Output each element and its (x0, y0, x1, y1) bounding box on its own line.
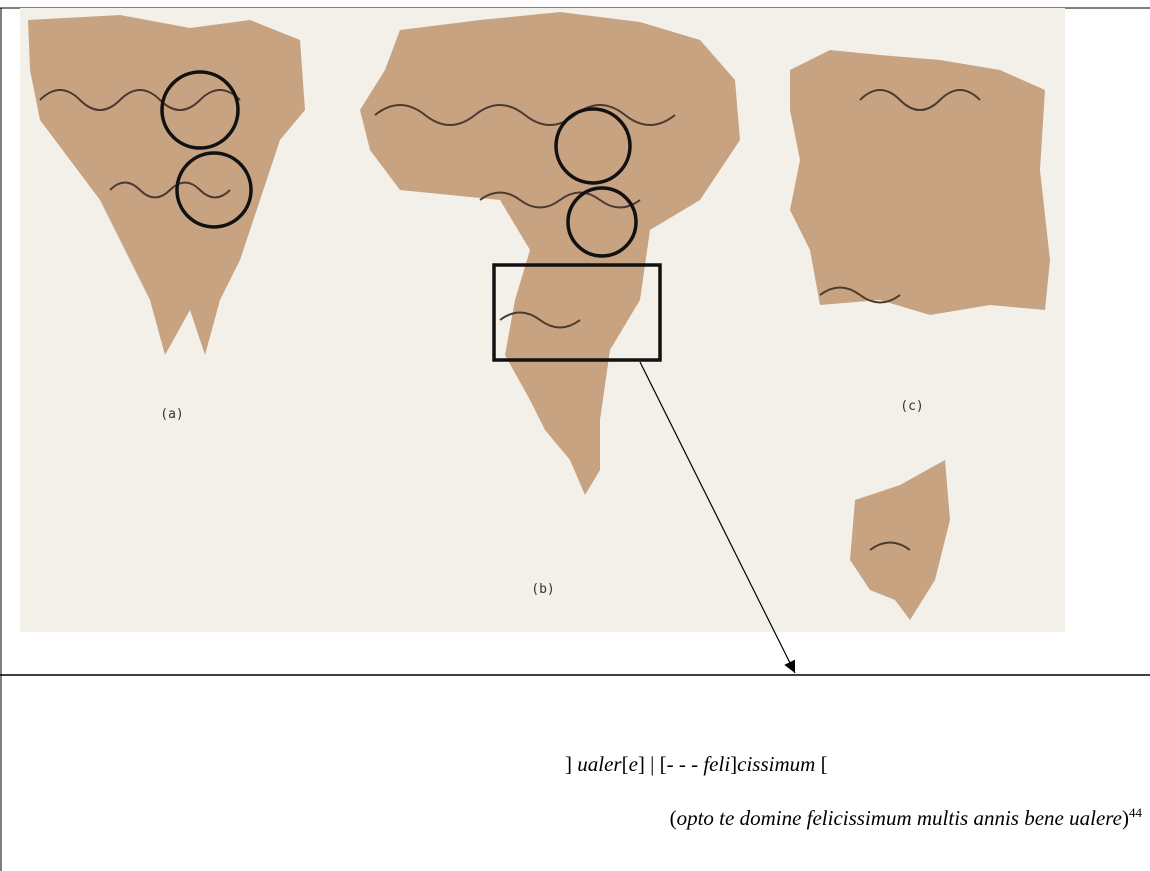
text-segment: e (628, 752, 638, 776)
papyrus-fragments (28, 12, 1050, 620)
arrow (639, 361, 796, 674)
ink-strokes (39, 89, 981, 551)
text-segment: ] (565, 752, 578, 776)
fragment-label: (c) (900, 399, 923, 414)
fragment-label: (b) (531, 582, 554, 597)
text-segment: 44 (1129, 805, 1142, 820)
text-segment: [ (621, 752, 629, 776)
text-segment: [ (815, 752, 828, 776)
transcription-line: (opto te domine felicissimum multis anni… (670, 805, 1142, 831)
text-segment: ] | [- - - (637, 752, 704, 776)
highlight-marks (160, 70, 662, 362)
text-segment: feli (703, 752, 731, 776)
text-segment: ( (669, 806, 677, 830)
transcription: ] ualer[e] | [- - - feli]cissimum [(opto… (0, 676, 1150, 871)
transcription-line: ] ualer[e] | [- - - feli]cissimum [ (565, 752, 828, 777)
text-segment: opto te domine felicissimum multis annis… (676, 806, 1122, 830)
fragment-label: (a) (160, 407, 183, 422)
text-segment: cissimum (737, 752, 816, 776)
text-segment: ualer (577, 752, 622, 776)
text-segment: ) (1122, 806, 1129, 830)
text-segment: ] (730, 752, 738, 776)
